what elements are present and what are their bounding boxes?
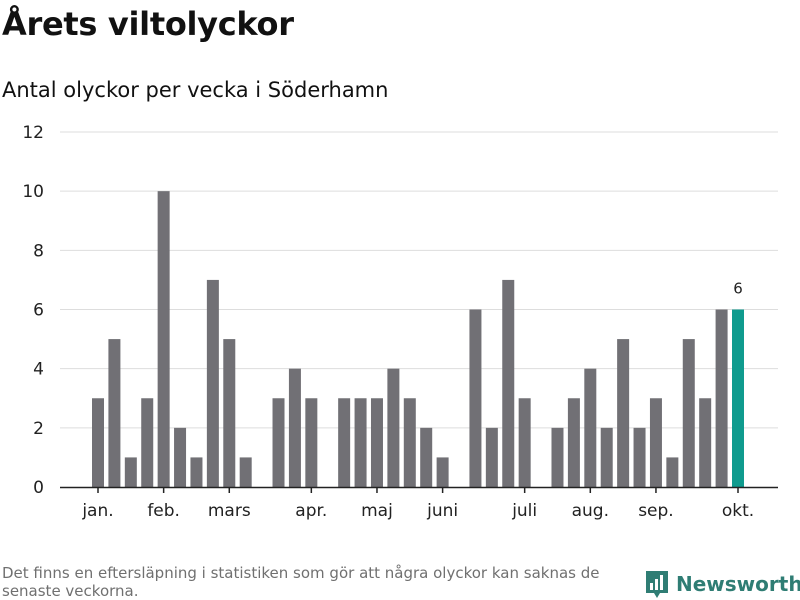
bar bbox=[633, 427, 646, 487]
y-tick-label: 12 bbox=[22, 123, 44, 143]
bar bbox=[518, 398, 531, 487]
y-tick-label: 4 bbox=[33, 360, 44, 380]
y-tick-label: 10 bbox=[22, 182, 44, 202]
x-tick-label: maj bbox=[361, 501, 393, 521]
bar bbox=[600, 427, 613, 487]
x-tick-label: aug. bbox=[572, 501, 609, 521]
x-tick-label: okt. bbox=[722, 501, 754, 521]
bar bbox=[338, 398, 351, 487]
bar bbox=[420, 427, 433, 487]
bar bbox=[174, 427, 187, 487]
bar bbox=[370, 398, 383, 487]
bar bbox=[617, 339, 630, 487]
bar bbox=[387, 368, 400, 487]
chart-subtitle: Antal olyckor per vecka i Söderhamn bbox=[2, 78, 389, 102]
bar bbox=[666, 457, 679, 487]
bar bbox=[502, 279, 515, 487]
y-tick-label: 0 bbox=[33, 478, 44, 498]
bar-chart: 0 2 4 6 8 10 12 jan. feb. mars apr. maj juni juli aug.… bbox=[22, 123, 778, 521]
bar bbox=[485, 427, 498, 487]
bar-highlight bbox=[732, 309, 744, 487]
x-tick-label: juni bbox=[426, 501, 458, 521]
logo-text: Newsworthy bbox=[676, 572, 800, 596]
bar bbox=[108, 339, 121, 487]
x-tick-label: juli bbox=[511, 501, 537, 521]
bar bbox=[305, 398, 318, 487]
bar bbox=[206, 279, 219, 487]
bar bbox=[272, 398, 285, 487]
data-label: 6 bbox=[733, 280, 743, 298]
x-tick-label: feb. bbox=[147, 501, 180, 521]
y-tick-label: 6 bbox=[33, 301, 44, 321]
bar bbox=[403, 398, 416, 487]
bar bbox=[682, 339, 695, 487]
bar bbox=[92, 398, 104, 487]
x-tick-label: sep. bbox=[638, 501, 674, 521]
x-tick-label: apr. bbox=[295, 501, 327, 521]
bar bbox=[288, 368, 301, 487]
y-tick-label: 8 bbox=[33, 241, 44, 261]
bar bbox=[354, 398, 367, 487]
footnote: Det finns en eftersläpning i statistiken… bbox=[2, 564, 600, 600]
bar bbox=[141, 398, 154, 487]
bar bbox=[190, 457, 203, 487]
x-tick-label: mars bbox=[208, 501, 251, 521]
chart-title: Årets viltolyckor bbox=[2, 5, 294, 43]
bar bbox=[551, 427, 564, 487]
bar bbox=[649, 398, 662, 487]
bar bbox=[469, 309, 482, 487]
bar bbox=[239, 457, 252, 487]
bar bbox=[436, 457, 449, 487]
bar bbox=[584, 368, 597, 487]
bar bbox=[223, 339, 236, 487]
newsworthy-logo: Newsworthy bbox=[644, 568, 800, 600]
newsworthy-logo-icon bbox=[646, 571, 668, 598]
bar bbox=[157, 191, 170, 487]
bar bbox=[567, 398, 580, 487]
y-tick-label: 2 bbox=[33, 419, 44, 439]
x-tick-label: jan. bbox=[81, 501, 113, 521]
bar bbox=[124, 457, 137, 487]
bar bbox=[715, 309, 728, 487]
bar bbox=[699, 398, 712, 487]
